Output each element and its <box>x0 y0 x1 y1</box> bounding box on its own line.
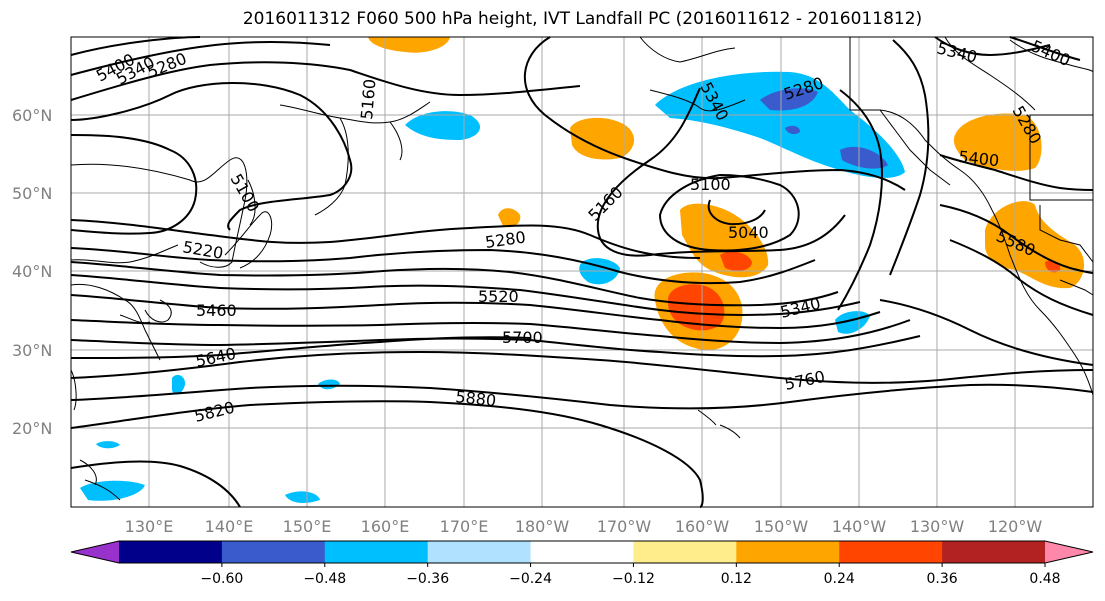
negative-region <box>80 480 145 501</box>
colorbar-segment <box>530 541 634 563</box>
lon-label: 160°E <box>361 517 410 536</box>
lon-label: 150°W <box>754 517 809 536</box>
colorbar-tick-label: 0.36 <box>927 571 958 587</box>
negative-core <box>840 146 888 169</box>
contour-label: 5040 <box>728 223 769 242</box>
contour-label: 5400 <box>958 147 1000 170</box>
lon-label: 150°E <box>283 517 332 536</box>
contour-label: 5160 <box>357 78 379 120</box>
negative-core <box>785 125 800 135</box>
negative-region <box>318 379 340 390</box>
positive-region <box>953 113 1042 171</box>
colorbar-tick-label: 0.12 <box>721 571 752 587</box>
negative-region <box>285 491 320 503</box>
colorbar-segment <box>427 541 532 563</box>
lon-label: 120°W <box>988 517 1043 536</box>
colorbar-tick-label: −0.36 <box>406 571 449 587</box>
colorbar-segment <box>119 541 223 563</box>
lat-label: 30°N <box>12 341 52 360</box>
coastlines <box>70 36 1094 501</box>
contour-label: 5700 <box>502 328 543 347</box>
longitude-labels: 130°E 140°E 150°E 160°E 170°E 180°W 170°… <box>125 517 1043 536</box>
lat-label: 60°N <box>12 106 52 125</box>
colorbar-segment <box>221 541 326 563</box>
lon-label: 130°W <box>910 517 965 536</box>
ivt-shading <box>80 37 1085 503</box>
colorbar-segment <box>942 541 1046 563</box>
lon-label: 140°W <box>832 517 887 536</box>
colorbar-segment <box>633 541 737 563</box>
colorbar-segment <box>839 541 943 563</box>
contour-label: 5100 <box>690 175 731 194</box>
negative-core <box>760 88 818 111</box>
lat-label: 40°N <box>12 262 52 281</box>
map-title: 2016011312 F060 500 hPa height, IVT Land… <box>242 9 923 29</box>
map-panel: 5400 5340 5280 5160 5100 5040 5100 5160 … <box>70 36 1094 508</box>
latitude-labels: 60°N 50°N 40°N 30°N 20°N <box>12 106 52 438</box>
lon-label: 170°W <box>597 517 652 536</box>
colorbar-tick-label: −0.60 <box>200 571 243 587</box>
contour-label: 5460 <box>196 301 237 320</box>
contour-label: 5520 <box>478 287 519 306</box>
negative-region <box>405 111 481 140</box>
lon-label: 140°E <box>205 517 254 536</box>
lon-label: 130°E <box>125 517 174 536</box>
negative-region <box>172 374 186 395</box>
colorbar-segment <box>736 541 840 563</box>
contour-label: 5880 <box>455 387 497 410</box>
positive-region <box>570 117 635 160</box>
colorbar-extend-low <box>71 541 119 563</box>
lon-label: 180°W <box>515 517 570 536</box>
lat-label: 50°N <box>12 184 52 203</box>
graticule <box>71 37 1093 507</box>
colorbar-extend-high <box>1045 541 1093 563</box>
positive-core <box>668 284 725 331</box>
colorbar-tick-label: −0.48 <box>303 571 346 587</box>
positive-region <box>368 37 450 53</box>
lon-label: 160°W <box>675 517 730 536</box>
colorbar-tick-label: 0.48 <box>1029 571 1060 587</box>
lat-label: 20°N <box>12 419 52 438</box>
colorbar-tick-label: −0.24 <box>509 571 552 587</box>
height-contours <box>70 36 1094 508</box>
positive-core <box>720 251 752 271</box>
negative-region <box>96 441 120 449</box>
colorbar-segment <box>324 541 429 563</box>
lon-label: 170°E <box>440 517 489 536</box>
colorbar-outline <box>70 540 1094 564</box>
positive-region <box>498 208 521 228</box>
colorbar-tick-label: −0.12 <box>612 571 655 587</box>
colorbar-tick-label: 0.24 <box>824 571 855 587</box>
colorbar: −0.60 −0.48 −0.36 −0.24 −0.12 0.12 0.24 0.36 0.4… <box>70 540 1094 587</box>
